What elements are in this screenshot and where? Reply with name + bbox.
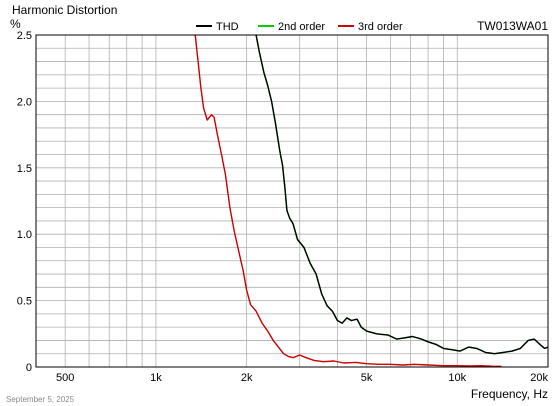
model-label: TW013WA01 (477, 19, 548, 33)
x-axis-label: Frequency, Hz (471, 387, 548, 401)
legend: THD 2nd order 3rd order (196, 21, 403, 33)
legend-item: THD (196, 21, 239, 33)
x-tick-labels: 500 1k 2k 5k 10k 20k (56, 372, 548, 384)
plot-frame (35, 34, 549, 368)
legend-label: 2nd order (278, 21, 325, 33)
x-tick-label: 20k (530, 372, 548, 384)
x-tick-label: 1k (150, 372, 162, 384)
date-label: September 5, 2025 (6, 395, 75, 404)
x-tick-label: 500 (56, 372, 74, 384)
y-tick-labels: 0 0.5 1.0 1.5 2.0 2.5 (17, 30, 32, 374)
x-tick-label: 2k (241, 372, 253, 384)
y-tick-label: 0 (26, 362, 32, 374)
y-tick-label: 0.5 (17, 296, 32, 308)
legend-item: 2nd order (258, 21, 325, 33)
grid (36, 35, 548, 367)
y-tick-label: 2.0 (17, 96, 32, 108)
chart-title: Harmonic Distortion (12, 3, 117, 17)
legend-label: 3rd order (358, 21, 403, 33)
x-tick-label: 10k (448, 372, 466, 384)
series-layer (194, 34, 549, 367)
y-tick-label: 1.0 (17, 229, 32, 241)
y-tick-label: 1.5 (17, 163, 32, 175)
series-line-3rd-order (194, 34, 502, 367)
series-line-thd (255, 34, 549, 355)
y-tick-label: 2.5 (17, 30, 32, 42)
legend-label: THD (216, 21, 239, 33)
y-axis-label: % (10, 17, 21, 31)
legend-item: 3rd order (338, 21, 403, 33)
x-tick-label: 5k (361, 372, 373, 384)
